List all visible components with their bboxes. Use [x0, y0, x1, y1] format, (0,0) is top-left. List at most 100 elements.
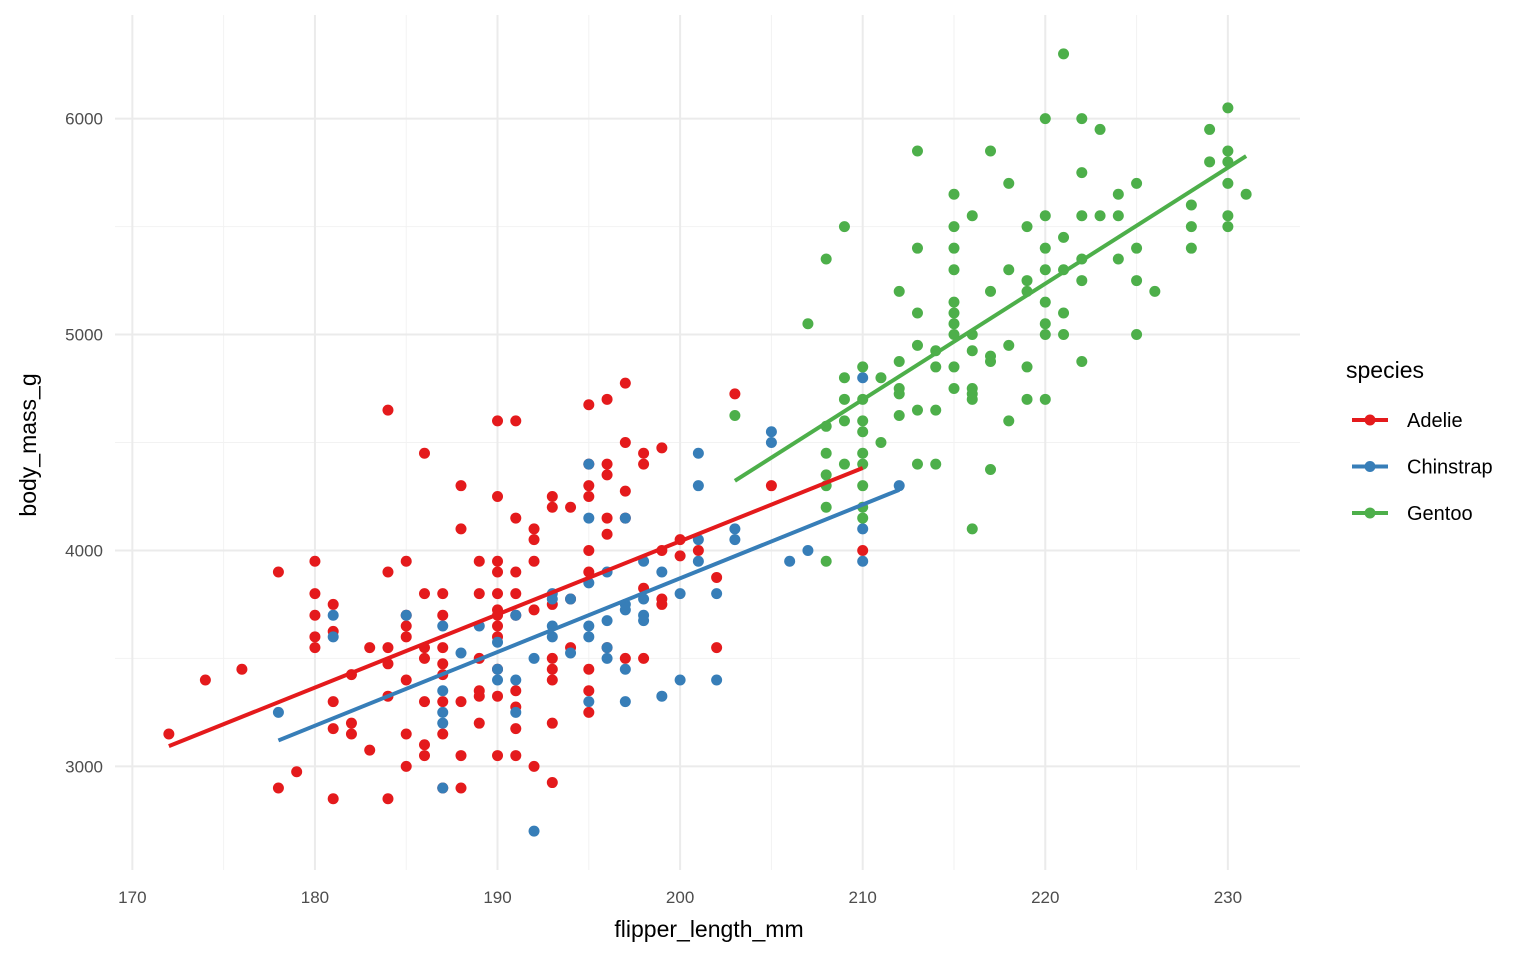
data-point-adelie: [492, 690, 504, 702]
data-point-gentoo: [857, 426, 869, 438]
data-point-adelie: [619, 437, 631, 448]
data-point-gentoo: [1076, 356, 1088, 368]
data-point-adelie: [364, 744, 376, 756]
data-point-gentoo: [985, 356, 997, 368]
legend-item-gentoo: Gentoo: [1352, 503, 1473, 525]
data-point-adelie: [546, 674, 558, 686]
data-point-chinstrap: [729, 523, 741, 535]
data-point-chinstrap: [492, 636, 504, 648]
data-point-chinstrap: [692, 447, 704, 459]
data-point-chinstrap: [711, 674, 723, 686]
data-point-chinstrap: [583, 512, 595, 524]
data-point-adelie: [473, 588, 485, 600]
data-point-adelie: [528, 604, 540, 616]
x-tick-label: 230: [1214, 888, 1242, 907]
data-point-adelie: [638, 652, 650, 664]
data-point-chinstrap: [784, 555, 796, 567]
regression-lines: [168, 154, 1248, 748]
data-point-chinstrap: [583, 620, 595, 632]
data-point-gentoo: [875, 437, 887, 448]
data-point-adelie: [546, 663, 558, 675]
y-axis-title: body_mass_g: [15, 373, 41, 516]
data-point-adelie: [656, 598, 668, 610]
data-point-adelie: [418, 447, 430, 459]
data-point-gentoo: [1112, 210, 1124, 222]
data-point-gentoo: [820, 501, 832, 513]
data-point-gentoo: [948, 264, 960, 276]
data-point-gentoo: [985, 463, 997, 475]
data-point-gentoo: [948, 221, 960, 233]
data-point-gentoo: [930, 361, 942, 373]
data-point-chinstrap: [565, 647, 577, 659]
data-point-adelie: [492, 750, 504, 762]
data-point-adelie: [510, 750, 522, 762]
data-point-adelie: [272, 566, 284, 578]
y-tick-label: 3000: [65, 757, 103, 776]
data-point-gentoo: [1076, 210, 1088, 222]
data-point-adelie: [492, 415, 504, 427]
data-point-gentoo: [857, 361, 869, 373]
data-point-adelie: [528, 555, 540, 567]
grid: [115, 15, 1300, 870]
data-point-adelie: [638, 447, 650, 459]
data-point-adelie: [583, 663, 595, 675]
data-point-gentoo: [1094, 210, 1106, 222]
data-point-adelie: [583, 480, 595, 492]
data-point-gentoo: [1222, 145, 1234, 157]
data-point-adelie: [601, 528, 613, 540]
data-point-chinstrap: [692, 555, 704, 567]
data-point-adelie: [455, 523, 467, 535]
data-point-gentoo: [911, 458, 923, 470]
data-point-gentoo: [1058, 231, 1070, 243]
data-point-gentoo: [1021, 361, 1033, 373]
legend-key-point: [1364, 461, 1376, 472]
data-point-adelie: [455, 750, 467, 762]
data-point-gentoo: [911, 307, 923, 319]
data-point-chinstrap: [765, 426, 777, 438]
data-point-adelie: [291, 766, 303, 778]
data-point-gentoo: [838, 372, 850, 384]
data-point-adelie: [473, 555, 485, 567]
data-point-gentoo: [1039, 393, 1051, 405]
data-point-gentoo: [966, 393, 978, 405]
data-point-adelie: [674, 550, 686, 562]
data-point-adelie: [546, 652, 558, 664]
data-point-adelie: [492, 620, 504, 632]
data-point-adelie: [418, 652, 430, 664]
data-point-gentoo: [1204, 156, 1216, 168]
data-point-gentoo: [1185, 221, 1197, 233]
data-point-chinstrap: [546, 631, 558, 643]
data-point-adelie: [528, 523, 540, 535]
data-point-gentoo: [1058, 48, 1070, 60]
data-point-chinstrap: [656, 690, 668, 702]
data-point-gentoo: [1039, 329, 1051, 341]
data-point-gentoo: [930, 458, 942, 470]
data-point-gentoo: [1039, 264, 1051, 276]
data-point-adelie: [583, 544, 595, 556]
data-point-adelie: [692, 544, 704, 556]
data-point-adelie: [510, 415, 522, 427]
data-point-adelie: [455, 782, 467, 794]
data-point-adelie: [473, 717, 485, 729]
data-point-gentoo: [857, 480, 869, 492]
data-point-gentoo: [1076, 113, 1088, 125]
data-point-adelie: [364, 642, 376, 654]
data-point-gentoo: [1112, 188, 1124, 200]
data-point-gentoo: [911, 242, 923, 254]
data-point-chinstrap: [272, 706, 284, 718]
data-point-adelie: [492, 566, 504, 578]
data-point-adelie: [619, 652, 631, 664]
data-point-chinstrap: [565, 593, 577, 605]
legend-label: Chinstrap: [1407, 457, 1493, 479]
data-point-adelie: [400, 620, 412, 632]
data-point-gentoo: [820, 447, 832, 459]
data-point-chinstrap: [893, 480, 905, 492]
data-point-adelie: [455, 696, 467, 708]
data-point-gentoo: [948, 318, 960, 330]
data-point-adelie: [400, 674, 412, 686]
data-point-gentoo: [1039, 318, 1051, 330]
data-point-adelie: [418, 750, 430, 762]
data-point-adelie: [327, 723, 339, 735]
data-point-gentoo: [838, 415, 850, 427]
data-point-adelie: [437, 609, 449, 621]
